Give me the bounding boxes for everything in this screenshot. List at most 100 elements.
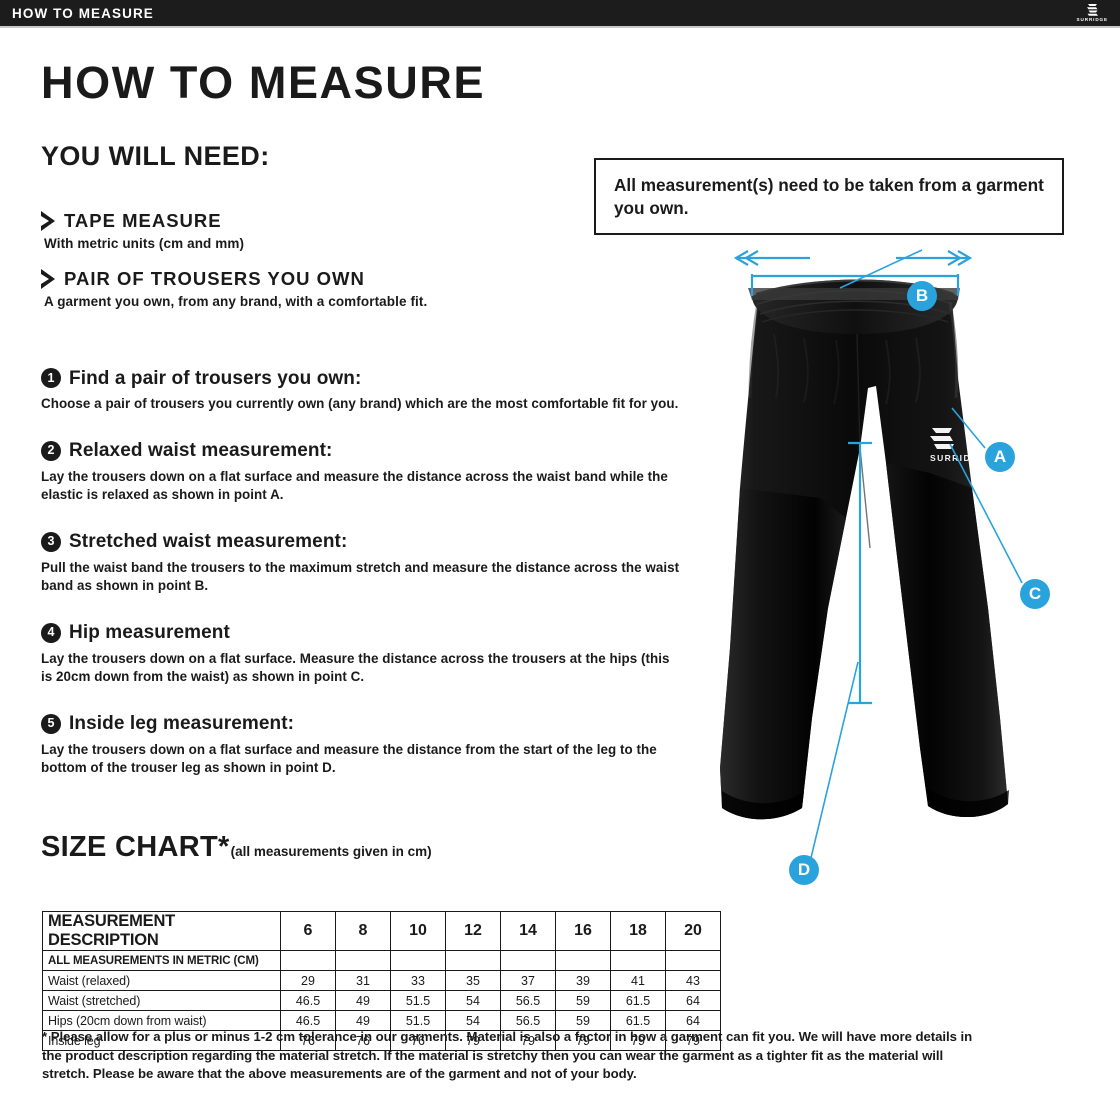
callout-b: B [907, 281, 937, 311]
cell-empty [390, 950, 446, 971]
cell-value: 35 [445, 970, 501, 991]
cell-empty [610, 950, 666, 971]
callout-c: C [1020, 579, 1050, 609]
row-label: Inside leg [42, 1030, 281, 1051]
cell-value: 31 [335, 970, 391, 991]
step-number-badge: 2 [41, 440, 61, 461]
step-title: Stretched waist measurement: [69, 531, 348, 552]
step-number-badge: 4 [41, 622, 61, 643]
step-title: Inside leg measurement: [69, 713, 295, 734]
trousers-diagram: SURRIDGE [720, 249, 1023, 863]
cell-value: 76 [390, 1030, 446, 1051]
column-header-size-12: 12 [445, 911, 501, 951]
step-title: Hip measurement [69, 622, 230, 643]
step-header: 1 Find a pair of trousers you own: [41, 368, 681, 388]
cell-value: 41 [610, 970, 666, 991]
surridge-s-logo-icon [1086, 3, 1098, 16]
you-will-need-heading: YOU WILL NEED: [41, 141, 270, 171]
size-chart-heading: SIZE CHART* (all measurements given in c… [41, 833, 432, 862]
cell-value: 54 [445, 990, 501, 1011]
table-header-row: MEASUREMENT DESCRIPTION 6 8 10 12 14 16 … [42, 911, 721, 951]
brand-logo: SURRIDGE [1077, 3, 1120, 23]
step-4: 4 Hip measurement Lay the trousers down … [41, 622, 681, 687]
need-item-header: TAPE MEASURE [41, 211, 661, 231]
cell-value: 79 [610, 1030, 666, 1051]
column-header-size-8: 8 [335, 911, 391, 951]
measurement-guides [733, 249, 1023, 863]
step-title: Relaxed waist measurement: [69, 440, 333, 461]
cell-value: 46.5 [280, 990, 336, 1011]
cell-value: 39 [555, 970, 611, 991]
garment-figure: SURRIDGE [700, 248, 1100, 888]
need-item-subtext: A garment you own, from any brand, with … [44, 294, 428, 309]
step-2: 2 Relaxed waist measurement: Lay the tro… [41, 440, 681, 505]
step-number-badge: 5 [41, 713, 61, 734]
step-body: Lay the trousers down on a flat surface … [41, 468, 668, 503]
cell-value: 46.5 [280, 1010, 336, 1031]
need-item-trousers: PAIR OF TROUSERS YOU OWN A garment you o… [41, 269, 661, 309]
table-row-metric-note: ALL MEASUREMENTS IN METRIC (CM) [42, 950, 721, 971]
metric-note: ALL MEASUREMENTS IN METRIC (CM) [42, 950, 281, 971]
cell-empty [335, 950, 391, 971]
step-body: Lay the trousers down on a flat surface … [41, 741, 657, 776]
step-body: Choose a pair of trousers you currently … [41, 396, 679, 411]
need-item-tape-measure: TAPE MEASURE With metric units (cm and m… [41, 211, 661, 251]
steps-list: 1 Find a pair of trousers you own: Choos… [41, 368, 681, 778]
cell-value: 59 [555, 990, 611, 1011]
cell-empty [280, 950, 336, 971]
you-will-need-list: TAPE MEASURE With metric units (cm and m… [41, 211, 661, 327]
callout-d: D [789, 855, 819, 885]
column-header-size-6: 6 [280, 911, 336, 951]
need-item-subtext: With metric units (cm and mm) [44, 236, 245, 251]
cell-value: 56.5 [500, 990, 556, 1011]
cell-value: 49 [335, 990, 391, 1011]
cell-value: 29 [280, 970, 336, 991]
notice-box: All measurement(s) need to be taken from… [594, 158, 1064, 235]
cell-empty [555, 950, 611, 971]
step-body: Pull the waist band the trousers to the … [41, 559, 680, 594]
step-header: 3 Stretched waist measurement: [41, 531, 681, 552]
footnote-text: * Please allow for a plus or minus 1-2 c… [42, 1029, 973, 1082]
table-row: Waist (stretched) 46.5 49 51.5 54 56.5 5… [42, 990, 721, 1011]
need-item-title: TAPE MEASURE [64, 209, 222, 231]
cell-empty [500, 950, 556, 971]
triangle-bullet-icon [41, 211, 55, 231]
cell-value: 64 [665, 1010, 721, 1031]
top-bar-divider [0, 26, 1120, 28]
column-header-size-14: 14 [500, 911, 556, 951]
need-item-title: PAIR OF TROUSERS YOU OWN [64, 267, 365, 289]
cell-value: 33 [390, 970, 446, 991]
size-chart-table: MEASUREMENT DESCRIPTION 6 8 10 12 14 16 … [42, 911, 721, 1051]
cell-value: 51.5 [390, 990, 446, 1011]
step-1: 1 Find a pair of trousers you own: Choos… [41, 368, 681, 414]
column-header-size-16: 16 [555, 911, 611, 951]
step-title: Find a pair of trousers you own: [69, 367, 362, 389]
row-label: Hips (20cm down from waist) [42, 1010, 281, 1031]
triangle-bullet-icon [41, 269, 55, 289]
cell-empty [665, 950, 721, 971]
step-3: 3 Stretched waist measurement: Pull the … [41, 531, 681, 596]
cell-value: 61.5 [610, 990, 666, 1011]
step-header: 4 Hip measurement [41, 622, 681, 643]
column-header-size-18: 18 [610, 911, 666, 951]
cell-value: 79 [445, 1030, 501, 1051]
page-title: HOW TO MEASURE [41, 57, 486, 108]
table-row: Inside leg 76 76 76 79 79 79 79 79 [42, 1030, 721, 1051]
cell-value: 79 [665, 1030, 721, 1051]
row-label: Waist (relaxed) [42, 970, 281, 991]
top-bar-title: HOW TO MEASURE [12, 5, 154, 21]
top-bar: HOW TO MEASURE SURRIDGE [0, 0, 1120, 26]
column-header-size-10: 10 [390, 911, 446, 951]
cell-empty [445, 950, 501, 971]
step-header: 5 Inside leg measurement: [41, 713, 681, 734]
step-number-badge: 1 [41, 368, 61, 388]
page-body: HOW TO MEASURE YOU WILL NEED: All measur… [0, 28, 1120, 1120]
row-label: Waist (stretched) [42, 990, 281, 1011]
column-header-description: MEASUREMENT DESCRIPTION [42, 911, 281, 951]
need-item-header: PAIR OF TROUSERS YOU OWN [41, 269, 661, 289]
table-row: Waist (relaxed) 29 31 33 35 37 39 41 43 [42, 970, 721, 991]
brand-wordmark: SURRIDGE [1076, 17, 1108, 23]
step-header: 2 Relaxed waist measurement: [41, 440, 681, 461]
cell-value: 37 [500, 970, 556, 991]
size-chart-title-note: (all measurements given in cm) [230, 844, 432, 859]
